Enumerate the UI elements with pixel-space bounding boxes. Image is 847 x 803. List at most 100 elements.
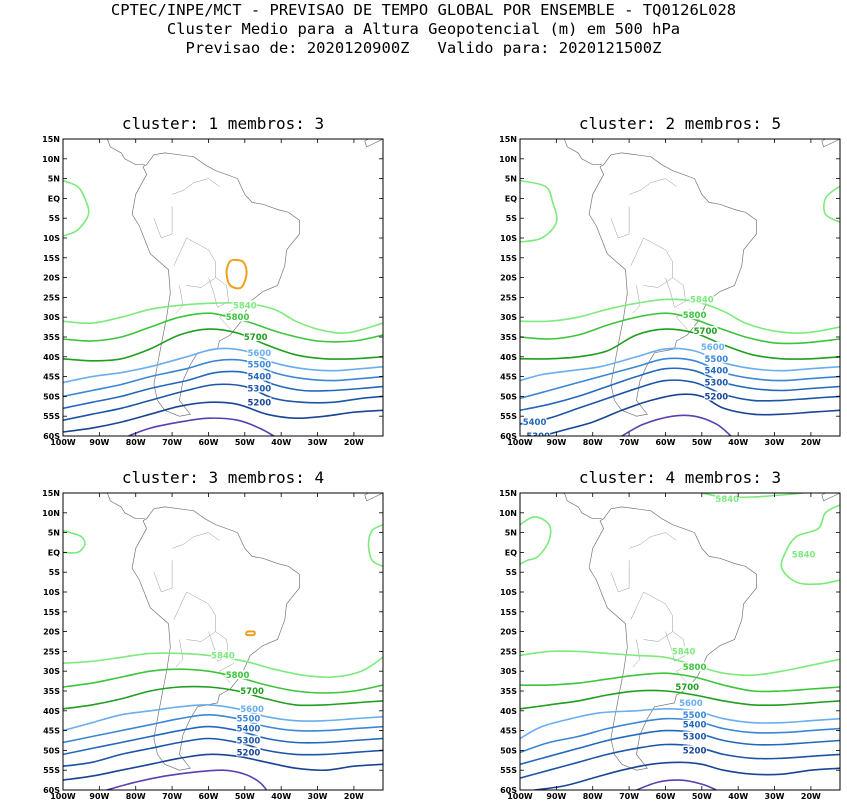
- contour-line-5100: [128, 417, 275, 436]
- contour-line-5500: [63, 358, 383, 398]
- y-tick-label: 5S: [506, 568, 518, 577]
- y-tick-label: 10S: [500, 588, 517, 597]
- x-tick-label: 80W: [126, 438, 146, 447]
- x-tick-label: 40W: [271, 792, 291, 801]
- y-tick-label: 45S: [500, 727, 517, 736]
- y-tick-label: 40S: [500, 353, 517, 362]
- x-tick-label: 40W: [728, 438, 748, 447]
- contour-line-5500: [520, 717, 840, 754]
- y-tick-label: EQ: [48, 194, 60, 203]
- contour-line-5600: [63, 347, 383, 384]
- contour-line-5800: [520, 672, 840, 693]
- y-tick-label: 15N: [42, 489, 60, 498]
- y-tick-label: 50S: [43, 392, 60, 401]
- y-tick-label: 60S: [500, 432, 517, 441]
- y-tick-label: 10N: [42, 509, 60, 518]
- y-tick-label: 35S: [500, 687, 517, 696]
- y-tick-label: 60S: [43, 786, 60, 795]
- x-tick-label: 100W: [50, 792, 76, 801]
- x-tick-label: 100W: [507, 792, 533, 801]
- y-tick-label: 20S: [43, 628, 60, 637]
- y-tick-label: 10N: [499, 155, 517, 164]
- contour-label: 5500: [237, 715, 261, 725]
- panel-title: cluster: 1 membros: 3: [122, 114, 324, 133]
- contour-line-5300: [63, 383, 383, 421]
- y-tick-label: 30S: [500, 313, 517, 322]
- y-tick-label: 15S: [43, 608, 60, 617]
- y-tick-label: 35S: [43, 333, 60, 342]
- contour-label: 5200: [705, 392, 729, 402]
- contour-line-5840: [520, 298, 840, 335]
- contour-line-5840: [520, 515, 552, 565]
- contour-line-5840: [63, 302, 383, 335]
- x-tick-label: 60W: [655, 438, 675, 447]
- contour-label: 5200: [683, 746, 707, 756]
- chart-panel-3: cluster: 3 membros: 4 5840 5800 5700 5600550…: [42, 468, 384, 801]
- y-tick-label: 50S: [500, 392, 517, 401]
- contour-label: 5600: [679, 699, 703, 709]
- x-tick-label: 20W: [344, 792, 364, 801]
- contour-label: 5600: [248, 349, 272, 359]
- contour-line-5100: [106, 769, 268, 790]
- y-tick-label: 30S: [43, 313, 60, 322]
- y-tick-label: 10S: [500, 234, 517, 243]
- y-tick-label: 40S: [43, 353, 60, 362]
- x-tick-label: 20W: [344, 438, 364, 447]
- y-tick-label: 40S: [43, 707, 60, 716]
- x-tick-label: 90W: [89, 792, 109, 801]
- contour-label: 5400: [248, 373, 272, 383]
- contour-line-5800: [63, 668, 383, 694]
- y-tick-label: 55S: [500, 766, 517, 775]
- contour-line-5700: [63, 685, 383, 710]
- y-tick-label: 50S: [500, 746, 517, 755]
- y-tick-label: 30S: [43, 667, 60, 676]
- y-tick-label: 25S: [43, 647, 60, 656]
- y-tick-label: 10S: [43, 588, 60, 597]
- contour-label: 5300: [683, 733, 707, 743]
- panel-title: cluster: 2 membros: 5: [579, 114, 781, 133]
- contour-line-5300: [520, 743, 840, 779]
- header-dates: Previsao de: 2020120900Z Valido para: 20…: [185, 39, 662, 57]
- panel-title: cluster: 4 membros: 3: [579, 468, 781, 487]
- y-tick-label: 15N: [499, 489, 517, 498]
- y-tick-label: 45S: [43, 373, 60, 382]
- y-tick-label: 5S: [49, 568, 61, 577]
- y-tick-label: 10S: [43, 234, 60, 243]
- contour-line-5800: [520, 312, 840, 345]
- chart-panel-4: cluster: 4 membros: 3 5840 5840 5840 5800 570…: [499, 468, 841, 801]
- contour-line-5840: [520, 179, 558, 243]
- y-tick-label: 5S: [49, 214, 61, 223]
- contour-label: 5200: [248, 398, 272, 408]
- contour-label: 5800: [683, 311, 707, 321]
- coastline-map: [106, 139, 383, 417]
- chart-panel-1: cluster: 1 membros: 3 5840 5800 5700 5600 550…: [42, 114, 384, 447]
- x-tick-label: 100W: [507, 438, 533, 447]
- contour-label: 5840: [233, 301, 257, 311]
- x-tick-label: 20W: [801, 792, 821, 801]
- x-tick-label: 90W: [89, 438, 109, 447]
- contour-line-5700: [520, 689, 840, 710]
- anomaly-contour: [225, 258, 248, 290]
- plot-frame: [62, 492, 384, 791]
- y-tick-label: 15N: [499, 135, 517, 144]
- contour-label: 5840: [672, 647, 696, 657]
- contour-label: 5600: [701, 343, 725, 353]
- x-tick-label: 80W: [583, 438, 603, 447]
- contour-line-5400: [520, 367, 840, 412]
- y-tick-label: 60S: [43, 432, 60, 441]
- contour-line-5700: [520, 328, 840, 360]
- x-tick-label: 70W: [162, 438, 182, 447]
- y-tick-label: 10N: [499, 509, 517, 518]
- contour-line-5100: [636, 779, 717, 790]
- y-tick-label: 5S: [506, 214, 518, 223]
- y-tick-label: 15S: [500, 254, 517, 263]
- y-tick-label: 45S: [500, 373, 517, 382]
- y-tick-label: 15S: [43, 254, 60, 263]
- contour-line-5800: [63, 312, 383, 343]
- contour-label: 5800: [226, 671, 250, 681]
- contour-label: 5200: [237, 748, 261, 758]
- contour-line-5200: [63, 401, 383, 433]
- contour-label: 5400: [683, 721, 707, 731]
- x-tick-label: 30W: [765, 792, 785, 801]
